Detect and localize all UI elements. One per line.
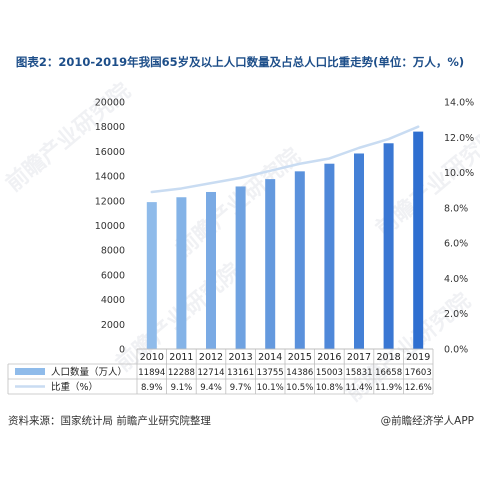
bar-2019 [413, 131, 424, 349]
table-value-ratio: 9.4% [200, 383, 222, 393]
bar-2011 [176, 197, 187, 349]
y-right-tick-label: 4.0% [444, 274, 468, 285]
table-value-ratio: 10.5% [286, 383, 313, 393]
bar-2015 [294, 171, 305, 349]
x-tick-label: 2013 [229, 352, 253, 363]
y-right-tick-label: 8.0% [444, 203, 468, 214]
y-left-tick-label: 16000 [95, 147, 125, 158]
y-left-tick-label: 14000 [95, 172, 125, 183]
x-tick-label: 2016 [317, 352, 341, 363]
y-left-tick-label: 10000 [95, 221, 125, 232]
table-value-population: 15003 [316, 368, 343, 378]
y-right-tick-label: 12.0% [444, 133, 474, 144]
y-left-tick-label: 4000 [101, 295, 125, 306]
x-tick-label: 2010 [140, 352, 164, 363]
x-tick-label: 2017 [347, 352, 371, 363]
table-value-ratio: 9.7% [230, 383, 252, 393]
table-value-ratio: 9.1% [171, 383, 193, 393]
table-value-ratio: 10.1% [257, 383, 284, 393]
y-left-tick-label: 12000 [95, 196, 125, 207]
bar-2013 [235, 186, 246, 349]
table-value-population: 14386 [286, 368, 313, 378]
legend-swatch-bars [15, 368, 45, 375]
bar-2016 [324, 163, 335, 349]
y-right-tick-label: 10.0% [444, 168, 474, 179]
table-value-population: 15831 [345, 368, 372, 378]
table-value-population: 13755 [257, 368, 284, 378]
x-tick-label: 2014 [258, 352, 282, 363]
table-value-population: 11894 [138, 368, 165, 378]
brand-label: @前瞻经济学人APP [380, 415, 474, 427]
legend-label-line: 比重（%） [51, 381, 98, 393]
bar-2014 [265, 179, 276, 349]
table-value-population: 16658 [375, 368, 402, 378]
x-tick-label: 2018 [377, 352, 401, 363]
y-right-tick-label: 6.0% [444, 239, 468, 250]
table-value-ratio: 11.4% [345, 383, 372, 393]
chart-title: 图表2：2010-2019年我国65岁及以上人口数量及占总人口比重走势(单位：万… [15, 55, 465, 69]
y-right-tick-label: 0.0% [444, 345, 468, 356]
y-right-tick-label: 14.0% [444, 98, 474, 109]
table-value-population: 12714 [197, 368, 224, 378]
x-tick-label: 2019 [406, 352, 430, 363]
bar-2017 [354, 153, 364, 349]
y-left-tick-label: 20000 [95, 98, 125, 109]
table-value-ratio: 10.8% [316, 383, 343, 393]
table-value-ratio: 12.6% [405, 383, 432, 393]
table-value-ratio: 8.9% [141, 383, 163, 393]
y-left-tick-label: 6000 [101, 270, 125, 281]
table-value-population: 13161 [227, 368, 254, 378]
y-left-tick-label: 0 [119, 345, 125, 356]
y-left-tick-label: 2000 [101, 320, 125, 331]
legend-label-bars: 人口数量（万人） [51, 366, 127, 378]
bar-2012 [206, 191, 216, 349]
line-series-ratio [150, 125, 420, 194]
x-tick-label: 2011 [169, 352, 193, 363]
x-tick-label: 2012 [199, 352, 223, 363]
y-right-tick-label: 2.0% [444, 309, 468, 320]
table-value-population: 12288 [168, 368, 195, 378]
bar-2018 [383, 143, 394, 349]
table-value-population: 17603 [405, 368, 432, 378]
bar-2010 [146, 202, 157, 349]
y-left-tick-label: 18000 [95, 122, 125, 133]
x-tick-label: 2015 [288, 352, 312, 363]
y-left-tick-label: 8000 [101, 246, 125, 257]
source-note: 资料来源：国家统计局 前瞻产业研究院整理 [8, 415, 211, 427]
table-value-ratio: 11.9% [375, 383, 402, 393]
